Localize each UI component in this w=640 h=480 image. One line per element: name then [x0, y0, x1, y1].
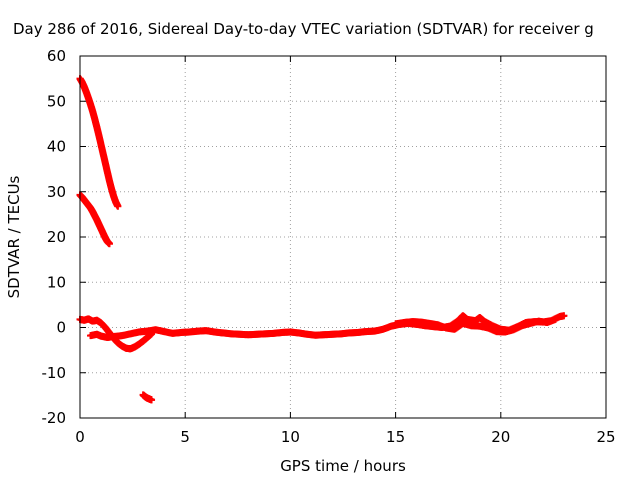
x-axis-label: GPS time / hours [280, 457, 406, 475]
y-tick-label: 0 [56, 319, 66, 337]
data-point [114, 202, 122, 210]
y-axis-label: SDTVAR / TECUs [5, 175, 23, 298]
x-tick-label: 0 [75, 428, 85, 446]
y-tick-label: 40 [47, 138, 66, 156]
x-tick-labels: 0 5 10 15 20 25 [75, 428, 615, 446]
plot-frame [79, 55, 607, 419]
y-tick-label: 20 [47, 228, 66, 246]
data-point [552, 315, 560, 323]
y-tick-label: 60 [47, 47, 66, 65]
data-series [76, 75, 122, 210]
data-point [148, 396, 156, 404]
data-series [139, 391, 156, 404]
axis-ticks [79, 55, 607, 419]
chart-title: Day 286 of 2016, Sidereal Day-to-day VTE… [13, 20, 594, 38]
data-series [76, 191, 113, 248]
x-tick-label: 25 [596, 428, 615, 446]
y-tick-label: 30 [47, 183, 66, 201]
y-tick-label: -20 [42, 409, 67, 427]
y-tick-labels: -20 -10 0 10 20 30 40 50 60 [42, 47, 67, 427]
x-tick-label: 15 [386, 428, 405, 446]
data-series [392, 315, 560, 336]
x-tick-label: 20 [491, 428, 510, 446]
y-tick-label: 10 [47, 273, 66, 291]
data-point [105, 240, 113, 248]
data-series [87, 312, 568, 341]
x-tick-label: 5 [180, 428, 190, 446]
data-points [76, 75, 568, 404]
grid-lines [80, 56, 606, 418]
y-tick-label: -10 [42, 364, 67, 382]
data-point [560, 312, 568, 320]
x-tick-label: 10 [281, 428, 300, 446]
y-tick-label: 50 [47, 92, 66, 110]
